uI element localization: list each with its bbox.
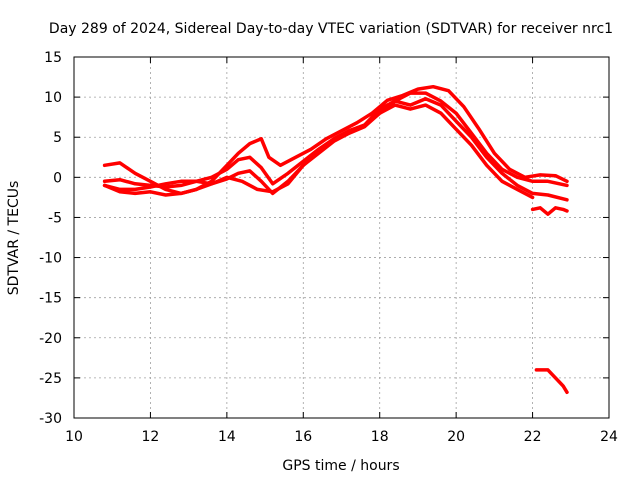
series-track-6 <box>534 368 569 395</box>
x-tick-label: 14 <box>218 429 236 445</box>
plot-frame <box>73 56 610 419</box>
chart-title: Day 289 of 2024, Sidereal Day-to-day VTE… <box>49 21 613 37</box>
y-tick-labels: 15 10 5 0 -5 -10 -15 -20 -25 -30 <box>39 50 62 427</box>
x-tick-label: 12 <box>142 429 160 445</box>
y-tick-label: 10 <box>44 90 62 106</box>
x-tick-label: 24 <box>600 429 618 445</box>
y-tick-label: -30 <box>39 411 62 427</box>
y-tick-label: -15 <box>39 291 62 307</box>
grid <box>74 57 609 418</box>
data-series <box>102 84 569 395</box>
x-axis-label: GPS time / hours <box>282 458 399 474</box>
y-tick-label: 5 <box>53 130 62 146</box>
x-tick-label: 10 <box>65 429 83 445</box>
series-track-5 <box>530 206 569 216</box>
y-tick-label: -20 <box>39 331 62 347</box>
x-tick-labels: 10 12 14 16 18 20 22 24 <box>65 429 618 445</box>
x-tick-label: 18 <box>371 429 389 445</box>
y-tick-label: -25 <box>39 371 62 387</box>
y-tick-label: 0 <box>53 170 62 186</box>
y-tick-label: -10 <box>39 251 62 267</box>
x-tick-label: 16 <box>294 429 312 445</box>
y-tick-label: -5 <box>48 210 62 226</box>
x-tick-label: 20 <box>447 429 465 445</box>
series-track-4 <box>102 103 535 200</box>
axis-ticks <box>73 56 610 419</box>
x-tick-label: 22 <box>524 429 542 445</box>
y-tick-label: 15 <box>44 50 62 66</box>
y-axis-label: SDTVAR / TECUs <box>6 181 22 296</box>
